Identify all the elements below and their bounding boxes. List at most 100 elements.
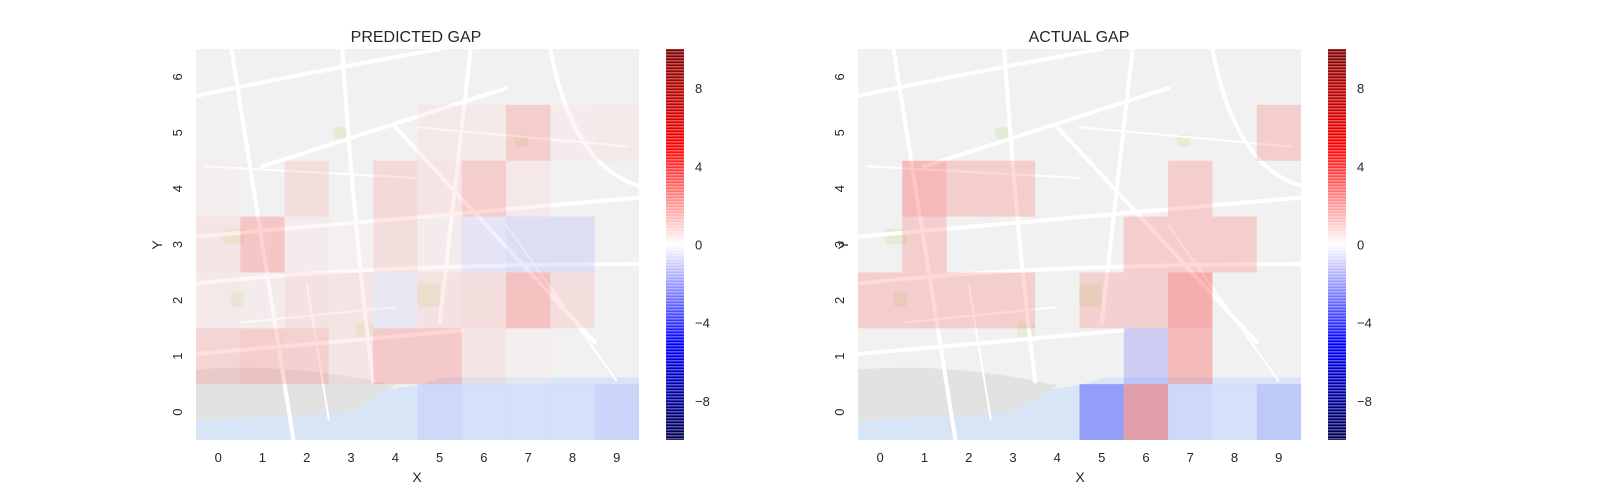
heatmap-cell bbox=[373, 384, 418, 440]
map-street bbox=[240, 306, 396, 324]
colorbar-tick-label: −4 bbox=[695, 316, 710, 331]
heatmap-cell bbox=[284, 384, 329, 440]
heatmap-cell bbox=[373, 328, 418, 385]
y-tick-label: 3 bbox=[170, 241, 185, 248]
heatmap-cells bbox=[196, 49, 639, 440]
heatmap-cell bbox=[594, 160, 639, 217]
heatmap-cell bbox=[328, 104, 374, 161]
heatmap-cell bbox=[328, 328, 374, 385]
heatmap-cell bbox=[461, 328, 507, 385]
y-tick-label: 1 bbox=[832, 353, 847, 360]
heatmap-cell bbox=[1123, 104, 1169, 161]
map-water bbox=[196, 377, 639, 440]
heatmap-cell bbox=[1256, 104, 1301, 161]
heatmap-cell bbox=[1256, 160, 1301, 217]
heatmap-cell bbox=[902, 216, 947, 273]
heatmap-cell bbox=[550, 384, 595, 440]
heatmap-cell bbox=[1212, 272, 1257, 329]
x-tick-label: 2 bbox=[303, 450, 310, 465]
map-road bbox=[1002, 47, 1038, 384]
map-terrain bbox=[196, 367, 396, 421]
colorbar-stripes bbox=[666, 49, 684, 440]
heatmap-cell bbox=[417, 160, 462, 217]
heatmap-cell bbox=[858, 328, 903, 385]
map-park bbox=[417, 283, 440, 308]
chart-title: ACTUAL GAP bbox=[1029, 29, 1130, 46]
map-road bbox=[194, 47, 442, 98]
heatmap-cell bbox=[1079, 49, 1124, 105]
colorbar-tick-label: −4 bbox=[1357, 316, 1372, 331]
heatmap-cell bbox=[1035, 49, 1080, 105]
heatmap-cell bbox=[946, 104, 991, 161]
heatmap-cell bbox=[1168, 216, 1213, 273]
heatmap-cell bbox=[946, 49, 991, 105]
heatmap-cell bbox=[990, 216, 1036, 273]
heatmap-cell bbox=[1123, 49, 1169, 105]
colorbar-stripes bbox=[1328, 49, 1346, 440]
heatmap-cell bbox=[328, 384, 374, 440]
map-road bbox=[340, 47, 376, 384]
heatmap-cell bbox=[990, 272, 1036, 329]
heatmap-cell bbox=[594, 104, 639, 161]
y-tick-label: 4 bbox=[170, 185, 185, 192]
heatmap-cell bbox=[1168, 272, 1213, 329]
heatmap-cell bbox=[461, 160, 507, 217]
y-axis-label: Y bbox=[149, 240, 165, 250]
heatmap-cell bbox=[461, 104, 507, 161]
heatmap-cell bbox=[506, 328, 551, 385]
map-street bbox=[204, 165, 418, 180]
heatmap-cell bbox=[594, 384, 639, 440]
heatmap-cell bbox=[1123, 272, 1169, 329]
heatmap-cell bbox=[373, 272, 418, 329]
colorbar-ticks: 8 4 0 −4 −8 bbox=[695, 81, 710, 409]
heatmap-cell bbox=[550, 216, 595, 273]
heatmap-cell bbox=[858, 216, 903, 273]
y-tick-label: 0 bbox=[170, 408, 185, 415]
heatmap-cell bbox=[902, 272, 947, 329]
y-tick-labels: 0 1 2 3 4 5 6 bbox=[832, 73, 847, 415]
heatmap-cell bbox=[550, 49, 595, 105]
map-park bbox=[893, 291, 907, 308]
chart-title: PREDICTED GAP bbox=[351, 29, 482, 46]
y-tick-label: 4 bbox=[832, 185, 847, 192]
heatmap-cell bbox=[196, 384, 241, 440]
heatmap-cell bbox=[1035, 384, 1080, 440]
y-tick-label: 2 bbox=[170, 297, 185, 304]
heatmap-cell bbox=[284, 216, 329, 273]
heatmap-cell bbox=[594, 216, 639, 273]
heatmap-cell bbox=[990, 104, 1036, 161]
map-road bbox=[194, 328, 464, 356]
heatmap-cell bbox=[506, 104, 551, 161]
map-road bbox=[194, 262, 641, 286]
heatmap-cell bbox=[1123, 216, 1169, 273]
heatmap-cell bbox=[990, 160, 1036, 217]
heatmap-cell bbox=[902, 328, 947, 385]
map-background bbox=[194, 47, 641, 442]
x-tick-label: 9 bbox=[1275, 450, 1282, 465]
heatmap-cell bbox=[417, 104, 462, 161]
map-street bbox=[417, 126, 631, 148]
heatmap-cell bbox=[461, 272, 507, 329]
map-road bbox=[229, 47, 296, 442]
heatmap-cell bbox=[196, 104, 241, 161]
map-road bbox=[856, 262, 1303, 286]
x-tick-label: 4 bbox=[392, 450, 399, 465]
map-road bbox=[891, 47, 958, 442]
heatmap-cell bbox=[946, 272, 991, 329]
x-axis-label: X bbox=[412, 469, 422, 485]
heatmap-cell bbox=[902, 104, 947, 161]
map-road bbox=[922, 86, 1171, 169]
y-tick-label: 6 bbox=[170, 73, 185, 80]
heatmap-cell bbox=[902, 384, 947, 440]
map-road bbox=[1099, 47, 1135, 325]
colorbar: 8 4 0 −4 −8 bbox=[666, 49, 710, 440]
heatmap-cell bbox=[1079, 160, 1124, 217]
heatmap-cell bbox=[594, 272, 639, 329]
heatmap-cell bbox=[1212, 104, 1257, 161]
heatmap-cell bbox=[417, 272, 462, 329]
x-tick-labels: 0 1 2 3 4 5 6 7 8 9 bbox=[876, 450, 1282, 465]
x-tick-label: 8 bbox=[569, 450, 576, 465]
x-tick-label: 3 bbox=[347, 450, 354, 465]
heatmap-cell bbox=[506, 49, 551, 105]
heatmap-cell bbox=[328, 272, 374, 329]
